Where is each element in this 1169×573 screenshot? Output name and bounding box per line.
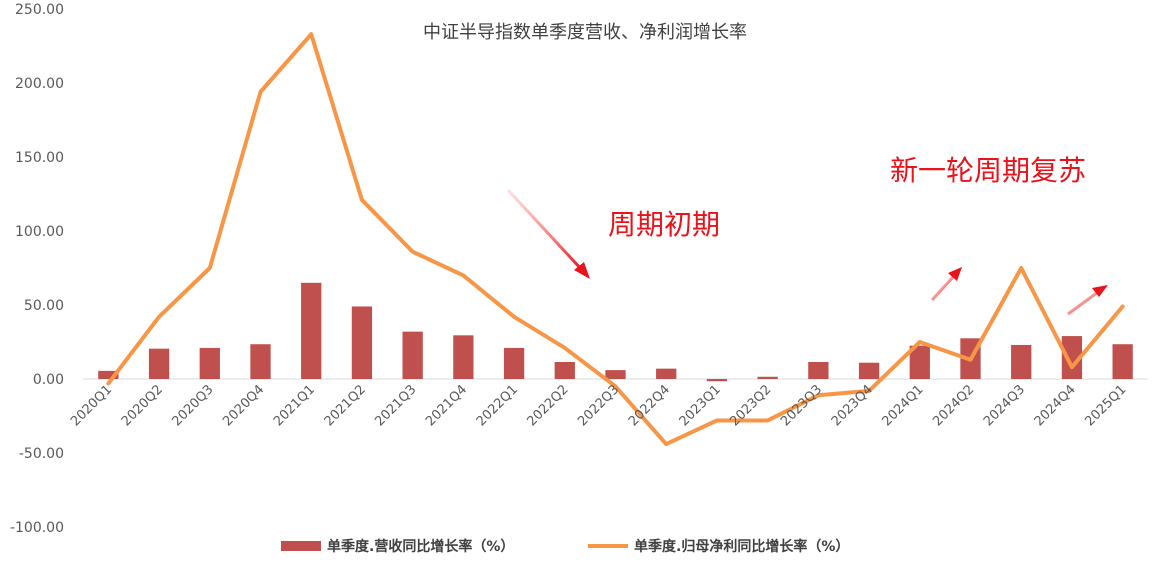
bar-revenue-growth <box>98 370 119 379</box>
x-tick-label: 2020Q1 <box>68 382 115 429</box>
chart-title: 中证半导指数单季度营收、净利润增长率 <box>423 22 747 43</box>
bar-revenue-growth <box>909 345 930 379</box>
bar-series <box>98 282 1133 382</box>
x-tick-label: 2021Q3 <box>372 382 419 429</box>
annotation-new-cycle-recovery: 新一轮周期复苏 <box>890 154 1086 187</box>
bar-revenue-growth <box>656 368 677 379</box>
bar-revenue-growth <box>1061 336 1083 379</box>
x-axis: 2020Q1 2020Q2 2020Q3 2020Q4 2021Q1 2021Q2 2021… <box>68 382 1129 429</box>
line-series <box>106 32 1125 447</box>
x-tick-label: 2024Q2 <box>930 382 977 429</box>
bar-revenue-growth <box>757 376 778 379</box>
bar-revenue-growth <box>199 347 220 379</box>
bar-revenue-growth <box>402 331 423 379</box>
bar-revenue-growth <box>1011 344 1032 379</box>
x-tick-label: 2022Q3 <box>575 382 622 429</box>
x-tick-label: 2021Q2 <box>322 382 369 429</box>
x-tick-label: 2021Q4 <box>423 382 470 429</box>
legend-label-revenue: 单季度.营收同比增长率（%） <box>327 538 514 555</box>
y-tick-label: 250.00 <box>15 2 64 18</box>
bar-revenue-growth <box>605 370 626 379</box>
bar-revenue-growth <box>351 306 373 379</box>
x-tick-label: 2020Q4 <box>220 382 267 429</box>
x-tick-label: 2023Q3 <box>778 382 825 429</box>
bar-revenue-growth <box>808 361 829 379</box>
x-tick-label: 2023Q4 <box>829 382 876 429</box>
y-tick-label: 50.00 <box>24 298 64 314</box>
bar-revenue-growth <box>148 348 170 379</box>
x-tick-label: 2021Q1 <box>271 382 318 429</box>
y-tick-label: 0.00 <box>33 372 64 388</box>
y-axis: 250.00 200.00 150.00 100.00 50.00 0.00 -50.00 -… <box>10 2 64 536</box>
bar-revenue-growth <box>453 335 474 379</box>
bar-revenue-growth <box>1112 344 1133 379</box>
bar-revenue-growth <box>706 379 728 382</box>
y-tick-label: 200.00 <box>15 76 64 92</box>
y-tick-label: 150.00 <box>15 150 64 166</box>
x-tick-label: 2024Q3 <box>981 382 1028 429</box>
bar-revenue-growth <box>250 344 271 379</box>
up-arrow-icon <box>930 267 962 302</box>
x-tick-label: 2020Q3 <box>170 382 217 429</box>
bar-revenue-growth <box>301 282 322 379</box>
bar-revenue-growth <box>503 347 525 379</box>
y-tick-label: -50.00 <box>19 446 64 462</box>
y-tick-label: -100.00 <box>10 520 64 536</box>
x-tick-label: 2025Q1 <box>1082 382 1129 429</box>
legend: 单季度.营收同比增长率（%） 单季度.归母净利同比增长率（%） <box>281 538 849 555</box>
x-tick-label: 2022Q2 <box>525 382 572 429</box>
up-arrow-icon <box>1067 285 1108 316</box>
x-tick-label: 2024Q1 <box>880 382 927 429</box>
bar-revenue-growth <box>554 361 575 379</box>
bar-revenue-growth <box>858 362 880 379</box>
x-tick-label: 2024Q4 <box>1032 382 1079 429</box>
legend-label-profit: 单季度.归母净利同比增长率（%） <box>634 538 849 555</box>
x-tick-label: 2020Q2 <box>119 382 166 429</box>
y-tick-label: 100.00 <box>15 224 64 240</box>
legend-swatch-revenue <box>281 541 321 551</box>
annotation-cycle-start: 周期初期 <box>608 208 720 241</box>
down-arrow-icon <box>506 188 590 279</box>
x-tick-label: 2022Q1 <box>474 382 521 429</box>
